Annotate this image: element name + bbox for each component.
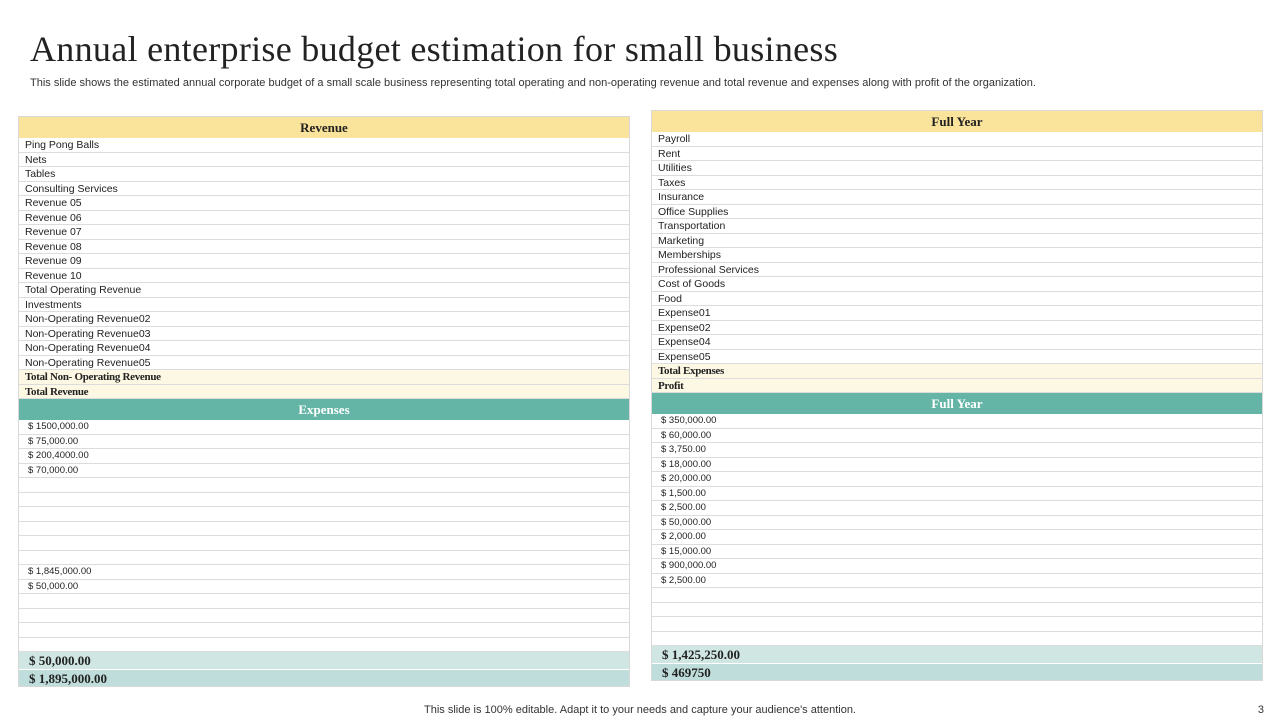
table-row: $ 1500,000.00 xyxy=(19,420,629,435)
full-year-header-top: Full Year xyxy=(652,111,1262,132)
table-row xyxy=(19,623,629,638)
table-row: Nets xyxy=(19,153,629,167)
table-row: Revenue 05 xyxy=(19,196,629,211)
table-row: Revenue 07 xyxy=(19,225,629,240)
table-row: Non-Operating Revenue02 xyxy=(19,312,629,327)
table-row: Professional Services xyxy=(652,263,1262,277)
table-row: Expense02 xyxy=(652,321,1262,335)
total-expenses: Total Expenses xyxy=(652,364,1262,379)
table-row xyxy=(19,478,629,493)
footer-note: This slide is 100% editable. Adapt it to… xyxy=(424,704,856,716)
revenue-rows: Ping Pong Balls Nets Tables Consulting S… xyxy=(19,138,629,370)
table-row: $ 50,000.00 xyxy=(19,580,629,594)
table-row xyxy=(652,588,1262,603)
page-title: Annual enterprise budget estimation for … xyxy=(30,29,839,69)
expense-amount-rows: $ 1500,000.00 $ 75,000.00 $ 200,4000.00 … xyxy=(19,420,629,652)
table-row xyxy=(19,638,629,652)
table-row: Office Supplies xyxy=(652,205,1262,219)
table-row: $ 70,000.00 xyxy=(19,464,629,478)
table-row: Expense04 xyxy=(652,335,1262,350)
table-row: Non-Operating Revenue05 xyxy=(19,356,629,370)
expenses-header: Expenses xyxy=(19,399,629,420)
table-row: Food xyxy=(652,292,1262,306)
table-row: $ 60,000.00 xyxy=(652,429,1262,443)
table-row: $ 3,750.00 xyxy=(652,443,1262,458)
table-row: Consulting Services xyxy=(19,182,629,196)
table-row: Cost of Goods xyxy=(652,277,1262,292)
table-row: $ 2,500.00 xyxy=(652,501,1262,516)
table-row: Ping Pong Balls xyxy=(19,138,629,153)
table-row: $ 1,500.00 xyxy=(652,487,1262,501)
table-row xyxy=(652,617,1262,632)
table-row: $ 15,000.00 xyxy=(652,545,1262,559)
table-row: Transportation xyxy=(652,219,1262,234)
table-row: Rent xyxy=(652,147,1262,161)
table-row xyxy=(19,507,629,522)
right-sum-total-expenses: $ 1,425,250.00 xyxy=(652,646,1262,663)
table-row: $ 2,500.00 xyxy=(652,574,1262,588)
expense-item-rows: Payroll Rent Utilities Taxes Insurance O… xyxy=(652,132,1262,364)
table-row: Revenue 08 xyxy=(19,240,629,254)
table-row: Payroll xyxy=(652,132,1262,147)
table-row xyxy=(652,603,1262,617)
table-row: Revenue 10 xyxy=(19,269,629,283)
table-row: $ 20,000.00 xyxy=(652,472,1262,487)
table-row: $ 50,000.00 xyxy=(652,516,1262,530)
table-row: Non-Operating Revenue03 xyxy=(19,327,629,341)
total-non-operating-revenue: Total Non- Operating Revenue xyxy=(19,370,629,385)
table-row xyxy=(19,551,629,565)
table-row: Utilities xyxy=(652,161,1262,176)
table-row: Memberships xyxy=(652,248,1262,263)
table-row: Tables xyxy=(19,167,629,182)
table-row xyxy=(19,536,629,551)
page-number: 3 xyxy=(1257,704,1264,716)
table-row: $ 18,000.00 xyxy=(652,458,1262,472)
total-revenue: Total Revenue xyxy=(19,384,629,399)
table-row: $ 200,4000.00 xyxy=(19,449,629,464)
profit: Profit xyxy=(652,378,1262,393)
table-row xyxy=(19,522,629,536)
table-row xyxy=(19,609,629,623)
revenue-header: Revenue xyxy=(19,117,629,138)
table-row: Insurance xyxy=(652,190,1262,205)
table-row: $ 75,000.00 xyxy=(19,435,629,449)
table-row: Non-Operating Revenue04 xyxy=(19,341,629,356)
table-row: Expense05 xyxy=(652,350,1262,364)
table-row: $ 350,000.00 xyxy=(652,414,1262,429)
table-row: Taxes xyxy=(652,176,1262,190)
full-year-header-bottom: Full Year xyxy=(652,393,1262,414)
table-row: Marketing xyxy=(652,234,1262,248)
left-sum-non-operating: $ 50,000.00 xyxy=(19,652,629,669)
left-sum-total: $ 1,895,000.00 xyxy=(19,669,629,686)
table-row xyxy=(652,632,1262,646)
table-row: Expense01 xyxy=(652,306,1262,321)
table-row xyxy=(19,594,629,609)
table-row: Total Operating Revenue xyxy=(19,283,629,298)
full-year-amount-rows: $ 350,000.00 $ 60,000.00 $ 3,750.00 $ 18… xyxy=(652,414,1262,646)
table-row: $ 1,845,000.00 xyxy=(19,565,629,580)
table-row xyxy=(19,493,629,507)
table-row: $ 2,000.00 xyxy=(652,530,1262,545)
right-sum-profit: $ 469750 xyxy=(652,663,1262,680)
page-subtitle: This slide shows the estimated annual co… xyxy=(30,77,1036,89)
table-row: Investments xyxy=(19,298,629,312)
revenue-table: Revenue Ping Pong Balls Nets Tables Cons… xyxy=(18,116,630,687)
expenses-table: Full Year Payroll Rent Utilities Taxes I… xyxy=(651,110,1263,681)
table-row: Revenue 09 xyxy=(19,254,629,269)
table-row: $ 900,000.00 xyxy=(652,559,1262,574)
table-row: Revenue 06 xyxy=(19,211,629,225)
